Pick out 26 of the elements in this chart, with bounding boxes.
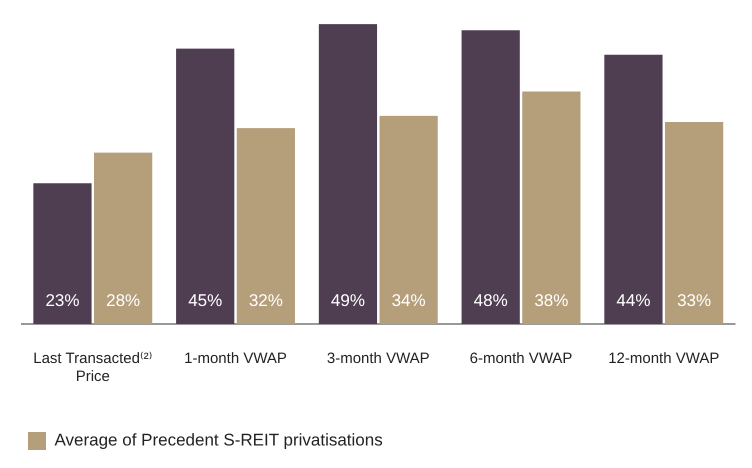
bar: [318, 24, 378, 324]
bar: [522, 91, 580, 324]
x-tick-label: 1-month VWAP: [184, 350, 287, 368]
data-label: 48%: [474, 291, 508, 310]
bar: [236, 128, 295, 324]
bar: [462, 30, 520, 324]
bar: [94, 152, 152, 324]
legend-label: Average of Precedent S-REIT privatisations: [54, 430, 383, 450]
x-tick-label: 6-month VWAP: [470, 350, 572, 368]
x-tick-label: Last Transacted⁽²⁾ Price: [33, 350, 152, 386]
bar: [33, 183, 92, 324]
data-label: 34%: [392, 291, 426, 310]
data-label: 44%: [616, 291, 650, 310]
data-label: 28%: [106, 291, 140, 310]
data-label: 38%: [534, 291, 568, 310]
x-tick-label: 12-month VWAP: [608, 350, 720, 368]
data-label: 45%: [188, 291, 222, 310]
data-label: 49%: [330, 291, 365, 310]
bar: [176, 48, 234, 324]
bar: [664, 122, 724, 324]
data-label: 32%: [248, 291, 283, 310]
bar: [604, 54, 663, 324]
data-label: 23%: [45, 291, 80, 310]
x-tick-label: 3-month VWAP: [326, 350, 430, 368]
bar: [379, 116, 438, 324]
data-label: 33%: [677, 291, 712, 310]
